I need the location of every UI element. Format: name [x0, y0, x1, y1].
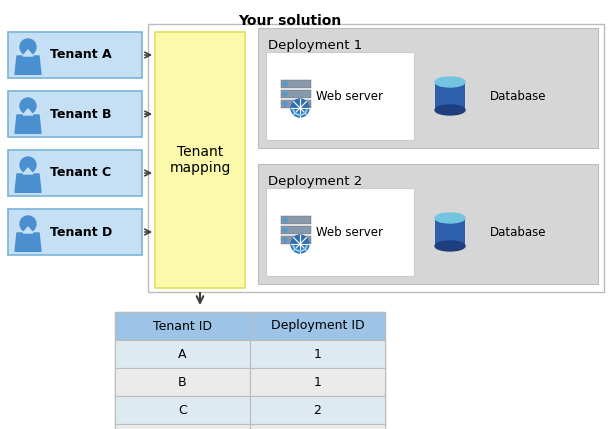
FancyBboxPatch shape: [281, 226, 311, 234]
Text: Web server: Web server: [316, 226, 384, 239]
Text: Tenant ID: Tenant ID: [153, 320, 212, 332]
FancyBboxPatch shape: [250, 340, 385, 368]
FancyBboxPatch shape: [115, 312, 250, 340]
FancyBboxPatch shape: [435, 82, 465, 110]
Circle shape: [20, 39, 36, 55]
FancyBboxPatch shape: [115, 340, 250, 368]
Text: Web server: Web server: [316, 90, 384, 103]
Polygon shape: [15, 174, 41, 192]
Text: Tenant A: Tenant A: [50, 48, 111, 61]
Circle shape: [291, 99, 309, 117]
Text: Tenant C: Tenant C: [50, 166, 111, 179]
FancyBboxPatch shape: [8, 32, 142, 78]
Polygon shape: [15, 233, 41, 251]
FancyBboxPatch shape: [281, 236, 311, 244]
Text: Your solution: Your solution: [239, 14, 341, 28]
FancyBboxPatch shape: [148, 24, 604, 292]
Ellipse shape: [435, 105, 465, 115]
FancyBboxPatch shape: [115, 312, 385, 429]
FancyBboxPatch shape: [8, 209, 142, 255]
FancyBboxPatch shape: [250, 396, 385, 424]
Circle shape: [283, 82, 287, 86]
FancyBboxPatch shape: [155, 32, 245, 288]
FancyBboxPatch shape: [115, 368, 250, 396]
Polygon shape: [15, 115, 41, 133]
Ellipse shape: [435, 241, 465, 251]
Text: Deployment 2: Deployment 2: [268, 175, 362, 188]
Ellipse shape: [435, 77, 465, 87]
FancyBboxPatch shape: [115, 396, 250, 424]
Circle shape: [283, 228, 287, 232]
Text: A: A: [178, 347, 187, 360]
FancyBboxPatch shape: [250, 312, 385, 340]
FancyBboxPatch shape: [258, 164, 598, 284]
Text: Tenant
mapping: Tenant mapping: [170, 145, 231, 175]
Circle shape: [20, 98, 36, 114]
Polygon shape: [15, 56, 41, 74]
FancyBboxPatch shape: [435, 218, 465, 246]
Text: Tenant B: Tenant B: [50, 108, 111, 121]
FancyBboxPatch shape: [266, 188, 414, 276]
FancyBboxPatch shape: [281, 100, 311, 108]
Circle shape: [283, 238, 287, 242]
Text: 1: 1: [313, 347, 321, 360]
FancyBboxPatch shape: [250, 424, 385, 429]
Text: Tenant D: Tenant D: [50, 226, 112, 239]
Circle shape: [20, 157, 36, 173]
Polygon shape: [23, 168, 33, 174]
FancyBboxPatch shape: [8, 150, 142, 196]
Polygon shape: [23, 50, 33, 56]
Text: B: B: [178, 375, 187, 389]
Ellipse shape: [435, 213, 465, 223]
FancyBboxPatch shape: [8, 91, 142, 137]
Circle shape: [291, 235, 309, 253]
Circle shape: [283, 102, 287, 106]
Text: Deployment 1: Deployment 1: [268, 39, 362, 52]
Text: C: C: [178, 404, 187, 417]
Circle shape: [20, 216, 36, 232]
Text: 2: 2: [313, 404, 321, 417]
FancyBboxPatch shape: [250, 368, 385, 396]
Polygon shape: [23, 227, 33, 233]
FancyBboxPatch shape: [115, 424, 250, 429]
FancyBboxPatch shape: [266, 52, 414, 140]
Text: Database: Database: [490, 90, 547, 103]
Text: Deployment ID: Deployment ID: [271, 320, 364, 332]
FancyBboxPatch shape: [281, 90, 311, 98]
FancyBboxPatch shape: [258, 28, 598, 148]
Text: Database: Database: [490, 226, 547, 239]
FancyBboxPatch shape: [281, 216, 311, 224]
Circle shape: [283, 218, 287, 222]
FancyBboxPatch shape: [281, 80, 311, 88]
Polygon shape: [23, 109, 33, 115]
Text: 1: 1: [313, 375, 321, 389]
Circle shape: [283, 92, 287, 96]
